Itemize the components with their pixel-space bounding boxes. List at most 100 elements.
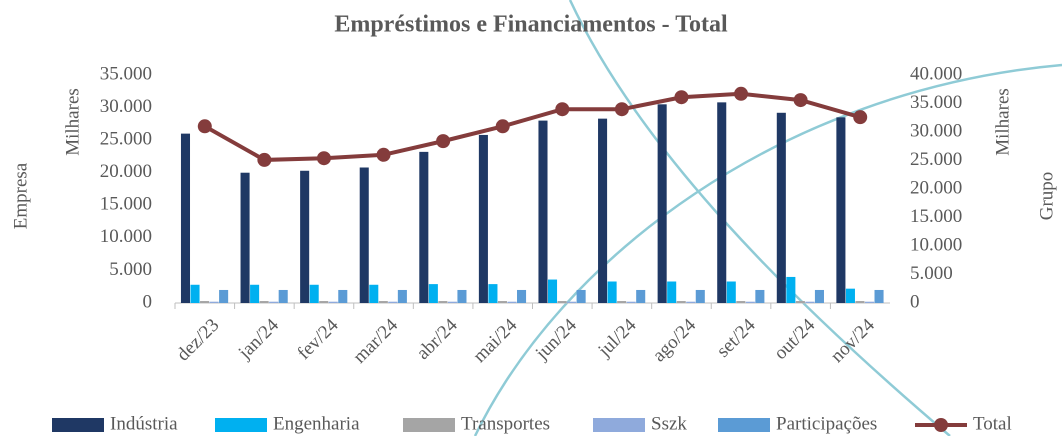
bar <box>241 173 250 303</box>
bar <box>736 301 745 303</box>
bar <box>250 285 259 303</box>
bar <box>438 301 447 303</box>
y2-tick-label: 20.000 <box>910 177 962 198</box>
y2-tick-label: 35.000 <box>910 92 962 113</box>
line <box>205 94 860 160</box>
legend-label: Total <box>973 413 1012 434</box>
bar <box>507 302 516 303</box>
y2-tick-label: 25.000 <box>910 149 962 170</box>
y2-tick-label: 5.000 <box>910 263 953 284</box>
decor-curve <box>475 65 1062 436</box>
y-tick-label: 35.000 <box>100 63 152 84</box>
bar <box>677 301 686 303</box>
bar <box>836 117 845 303</box>
x-tick-label: set/24 <box>713 314 760 361</box>
y-tick-label: 0 <box>143 291 153 312</box>
bar <box>338 290 347 303</box>
bar <box>329 302 338 303</box>
y2-unit: Milhares <box>992 88 1013 156</box>
bar <box>855 301 864 303</box>
line-marker <box>615 102 629 116</box>
line-marker <box>317 151 331 165</box>
legend-label: Indústria <box>110 413 178 434</box>
legend-label: Participações <box>776 413 877 434</box>
bar <box>269 302 278 303</box>
legend-label: Transportes <box>461 413 550 434</box>
legend-swatch <box>403 418 455 432</box>
bar <box>746 302 755 303</box>
y-unit: Milhares <box>62 88 83 156</box>
bar <box>210 302 219 303</box>
x-tick-label: jul/24 <box>594 314 641 361</box>
bar <box>727 282 736 303</box>
y-tick-label: 25.000 <box>100 129 152 150</box>
chart: Empréstimos e Financiamentos - Total Mil… <box>0 0 1062 436</box>
bar <box>865 302 874 303</box>
x-tick-label: mai/24 <box>469 314 522 367</box>
legend-swatch <box>593 418 645 432</box>
y-tick-label: 10.000 <box>100 226 152 247</box>
y-tick-label: 20.000 <box>100 161 152 182</box>
x-tick-label: dez/23 <box>173 315 224 366</box>
line-marker <box>257 153 271 167</box>
bar <box>686 302 695 303</box>
bar <box>558 301 567 303</box>
line-marker <box>555 102 569 116</box>
bar <box>360 168 369 303</box>
bar <box>548 280 557 303</box>
bar <box>577 290 586 303</box>
bar <box>448 302 457 303</box>
bar <box>567 302 576 303</box>
bar <box>696 290 705 303</box>
legend-swatch <box>215 418 267 432</box>
bar <box>190 285 199 303</box>
bar <box>379 301 388 303</box>
bar <box>419 152 428 303</box>
bar <box>617 301 626 303</box>
line-marker <box>496 119 510 133</box>
x-tick-label: out/24 <box>770 314 820 364</box>
line-marker <box>198 119 212 133</box>
y2-tick-label: 30.000 <box>910 120 962 141</box>
bar <box>627 302 636 303</box>
y2-tick-label: 15.000 <box>910 206 962 227</box>
y2-tick-label: 0 <box>910 291 920 312</box>
bar <box>488 284 497 303</box>
bar <box>300 171 309 303</box>
bar <box>310 285 319 303</box>
bar <box>517 290 526 303</box>
bar <box>181 134 190 303</box>
bar <box>875 290 884 303</box>
bar <box>429 284 438 303</box>
chart-title: Empréstimos e Financiamentos - Total <box>334 12 728 38</box>
y-axis-title: Empresa <box>10 162 31 229</box>
bar <box>755 290 764 303</box>
line-marker <box>436 134 450 148</box>
y-tick-label: 30.000 <box>100 96 152 117</box>
legend-swatch <box>934 418 948 432</box>
legend-swatch <box>52 418 104 432</box>
bar <box>319 301 328 303</box>
x-tick-label: ago/24 <box>649 314 701 366</box>
y-tick-label: 5.000 <box>109 259 152 280</box>
legend-label: Engenharia <box>273 413 360 434</box>
x-tick-label: nov/24 <box>827 314 880 367</box>
decor-curve <box>570 0 950 436</box>
bar <box>846 289 855 303</box>
bar <box>786 277 795 303</box>
bar <box>457 290 466 303</box>
bar <box>219 290 228 303</box>
x-tick-label: jun/24 <box>531 314 581 364</box>
y2-tick-label: 40.000 <box>910 63 962 84</box>
bar <box>598 119 607 303</box>
bar <box>479 135 488 303</box>
x-tick-label: fev/24 <box>293 314 343 364</box>
bar <box>279 290 288 303</box>
legend-swatch <box>718 418 770 432</box>
line-marker <box>794 93 808 107</box>
line-marker <box>674 90 688 104</box>
bar <box>498 301 507 303</box>
line-marker <box>853 110 867 124</box>
bar <box>200 301 209 303</box>
bar <box>608 282 617 303</box>
